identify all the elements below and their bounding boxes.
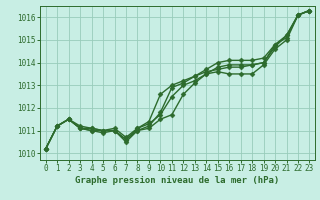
X-axis label: Graphe pression niveau de la mer (hPa): Graphe pression niveau de la mer (hPa) <box>76 176 280 185</box>
